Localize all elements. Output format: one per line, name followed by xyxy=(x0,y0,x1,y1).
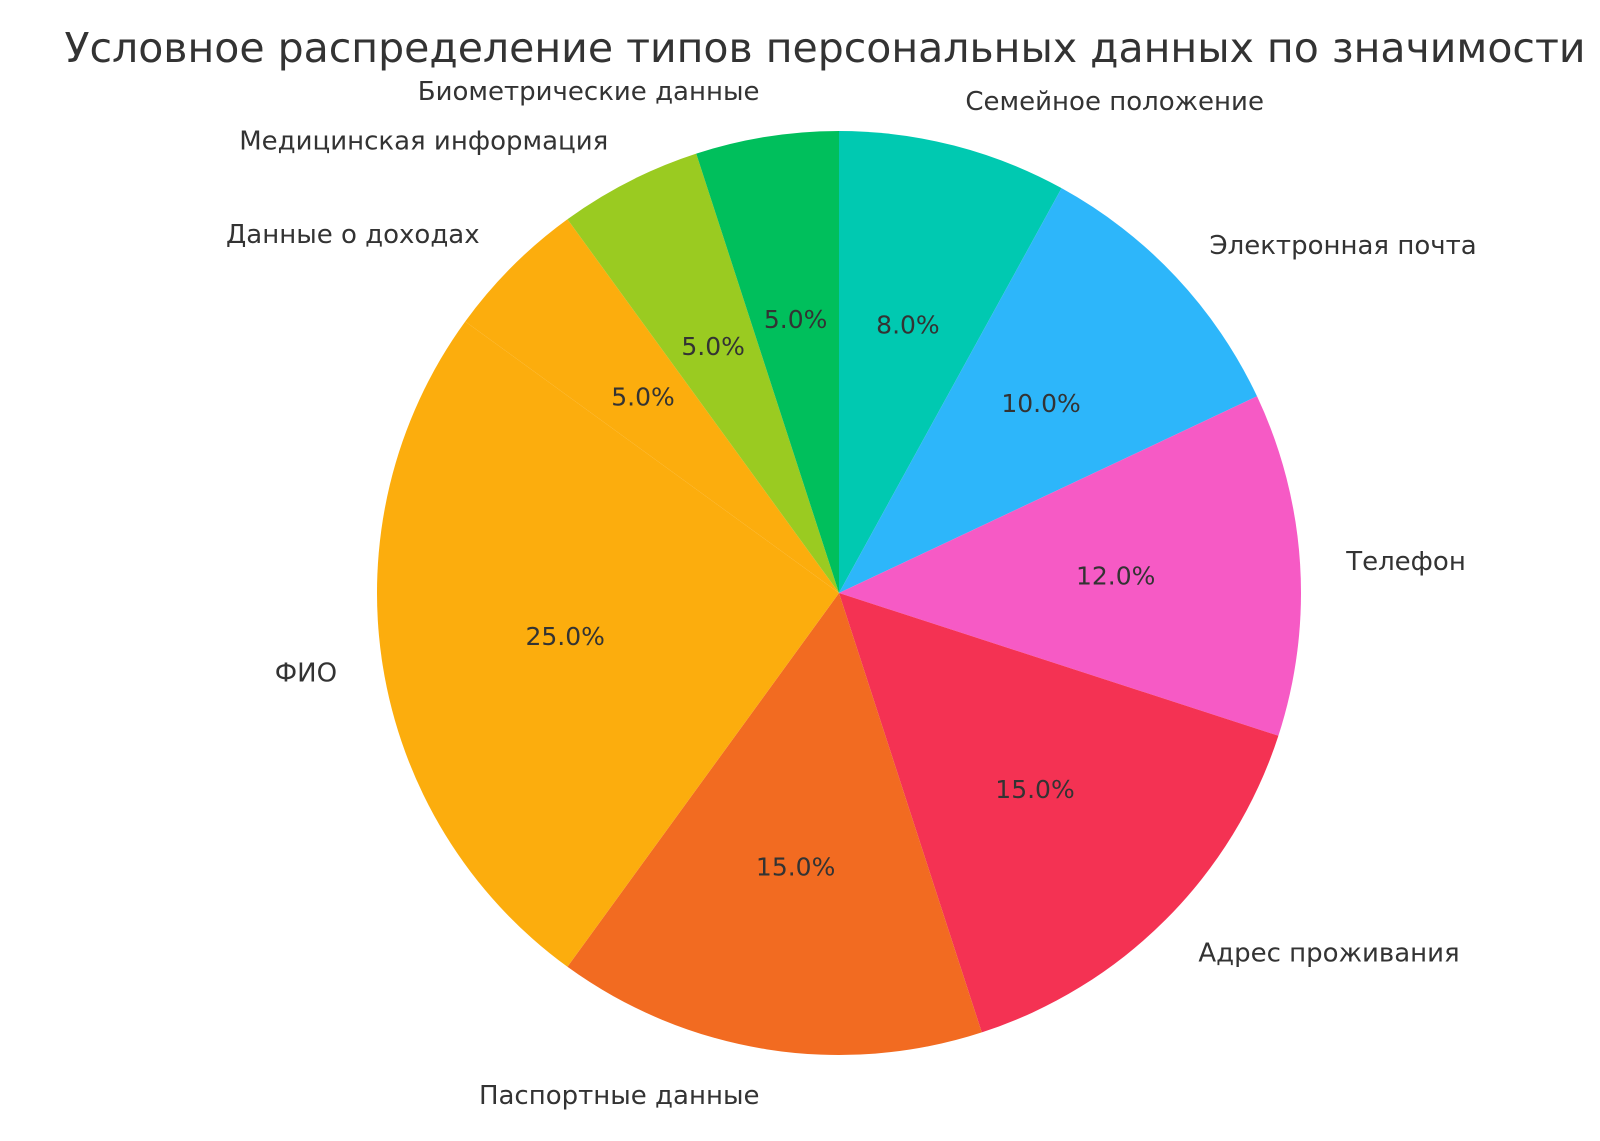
pie-slice-label-9: Биометрические данные xyxy=(418,77,760,107)
pie-slice-5 xyxy=(567,593,982,1056)
pie-chart-figure: Условное распределение типов персональны… xyxy=(40,16,1600,1125)
pie-slice-6 xyxy=(376,321,839,967)
pie-slice-label-3: Телефон xyxy=(1345,547,1466,577)
pie-pct-label-8: 5.0% xyxy=(681,332,745,361)
pie-chart: 8.0% Семейное положение 10.0% Электронная п… xyxy=(226,77,1477,1111)
pie-slice-label-7: Данные о доходах xyxy=(226,220,480,250)
pie-slice-label-5: Паспортные данные xyxy=(479,1081,760,1111)
pie-pct-label-5: 15.0% xyxy=(756,853,835,882)
pie-slice-label-6: ФИО xyxy=(275,659,337,689)
pie-slice-label-2: Электронная почта xyxy=(1209,231,1476,261)
pie-pct-label-4: 15.0% xyxy=(995,775,1074,804)
pie-pct-label-7: 5.0% xyxy=(611,383,675,412)
pie-slice-label-4: Адрес проживания xyxy=(1198,938,1459,968)
pie-pct-label-9: 5.0% xyxy=(764,305,828,334)
pie-slice-7 xyxy=(465,219,839,594)
chart-title: Условное распределение типов персональны… xyxy=(64,24,1586,72)
pie-pct-label-1: 8.0% xyxy=(876,310,940,339)
pie-slice-8 xyxy=(567,153,839,594)
pie-slice-4 xyxy=(839,593,1279,1033)
pie-slice-9 xyxy=(696,131,839,593)
pie-slice-2 xyxy=(839,188,1258,593)
pie-slice-1 xyxy=(839,131,1062,593)
pie-slice-3 xyxy=(839,396,1302,736)
pie-pct-label-3: 12.0% xyxy=(1076,561,1155,590)
pie-slice-label-1: Семейное положение xyxy=(965,87,1264,117)
pie-pct-label-2: 10.0% xyxy=(1001,389,1080,418)
pie-slice-label-8: Медицинская информация xyxy=(239,126,608,156)
pie-pct-label-6: 25.0% xyxy=(525,622,604,651)
